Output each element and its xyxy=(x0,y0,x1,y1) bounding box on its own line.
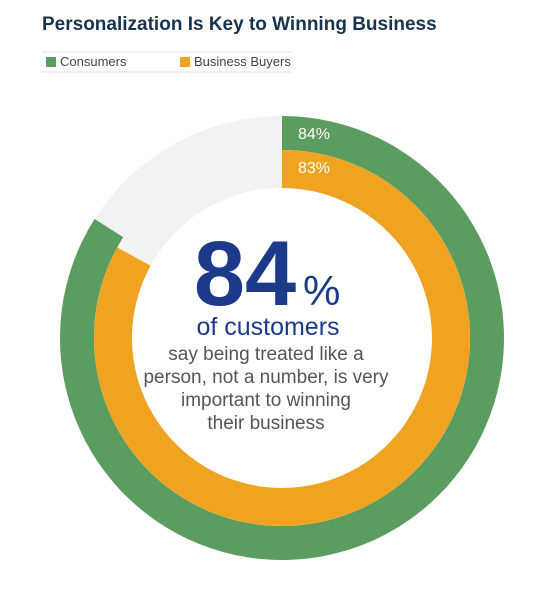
value-label: 84% xyxy=(298,126,330,143)
center-line: important to winning xyxy=(181,390,351,411)
value-label: 83% xyxy=(298,160,330,177)
legend-label: Consumers xyxy=(60,54,127,69)
center-unit: % xyxy=(303,267,340,314)
legend-label: Business Buyers xyxy=(194,54,291,69)
center-headline: of customers xyxy=(196,313,339,341)
center-line: person, not a number, is very xyxy=(143,367,389,388)
chart-title: Personalization Is Key to Winning Busine… xyxy=(42,14,437,35)
center-value: 84 xyxy=(194,223,296,325)
center-line: their business xyxy=(207,413,324,434)
legend-swatch xyxy=(46,57,56,67)
legend-swatch xyxy=(180,57,190,67)
center-line: say being treated like a xyxy=(168,344,364,365)
